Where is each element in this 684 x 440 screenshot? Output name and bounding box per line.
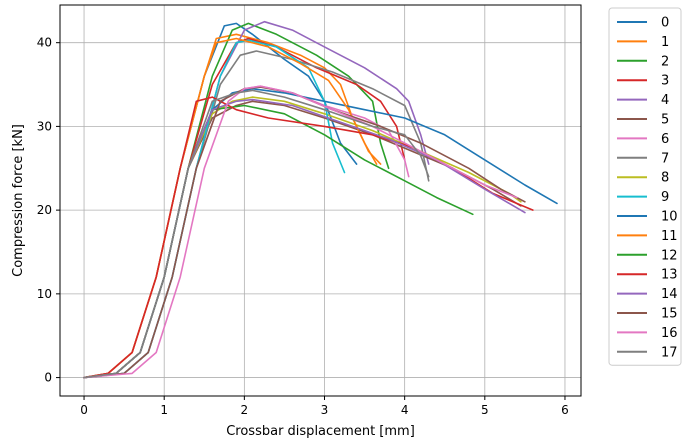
x-axis-label: Crossbar displacement [mm]: [226, 424, 415, 439]
x-tick-label: 1: [160, 403, 168, 417]
legend-box: [608, 7, 682, 366]
legend-label-7: 7: [661, 151, 669, 166]
legend-label-2: 2: [661, 54, 669, 69]
y-tick-label: 40: [37, 36, 52, 50]
legend-label-14: 14: [661, 287, 678, 302]
legend-label-9: 9: [661, 190, 669, 205]
legend-label-8: 8: [661, 171, 669, 186]
x-tick-label: 6: [561, 403, 569, 417]
legend-label-12: 12: [661, 248, 678, 263]
y-tick-label: 20: [37, 203, 52, 217]
series-line-16: [83, 85, 518, 379]
series-lines: [83, 20, 558, 379]
x-tick-label: 0: [80, 403, 88, 417]
x-tick-label: 2: [241, 403, 249, 417]
legend-label-4: 4: [661, 93, 669, 108]
series-line-17: [83, 89, 430, 379]
legend-label-0: 0: [661, 16, 669, 31]
plot-frame: [59, 4, 582, 397]
y-tick-label: 0: [44, 371, 52, 385]
x-axis-ticks: 0 1 2 3 4 5 6: [80, 396, 569, 417]
legend-label-3: 3: [661, 74, 669, 89]
y-axis-label: Compression force [kN]: [11, 124, 26, 277]
legend-label-17: 17: [661, 345, 678, 360]
legend-label-10: 10: [661, 210, 678, 225]
x-tick-label: 3: [321, 403, 329, 417]
legend-label-13: 13: [661, 268, 678, 283]
legend-label-15: 15: [661, 307, 678, 322]
series-line-15: [83, 86, 526, 379]
y-tick-label: 30: [37, 119, 52, 133]
legend-label-5: 5: [661, 113, 669, 128]
legend-label-11: 11: [661, 229, 678, 244]
legend-label-6: 6: [661, 132, 669, 147]
y-axis-ticks: 0 10 20 30 40: [37, 36, 60, 385]
y-tick-label: 10: [37, 287, 52, 301]
legend-label-1: 1: [661, 35, 669, 50]
x-tick-label: 4: [401, 403, 409, 417]
legend-label-16: 16: [661, 326, 678, 341]
x-tick-label: 5: [481, 403, 489, 417]
